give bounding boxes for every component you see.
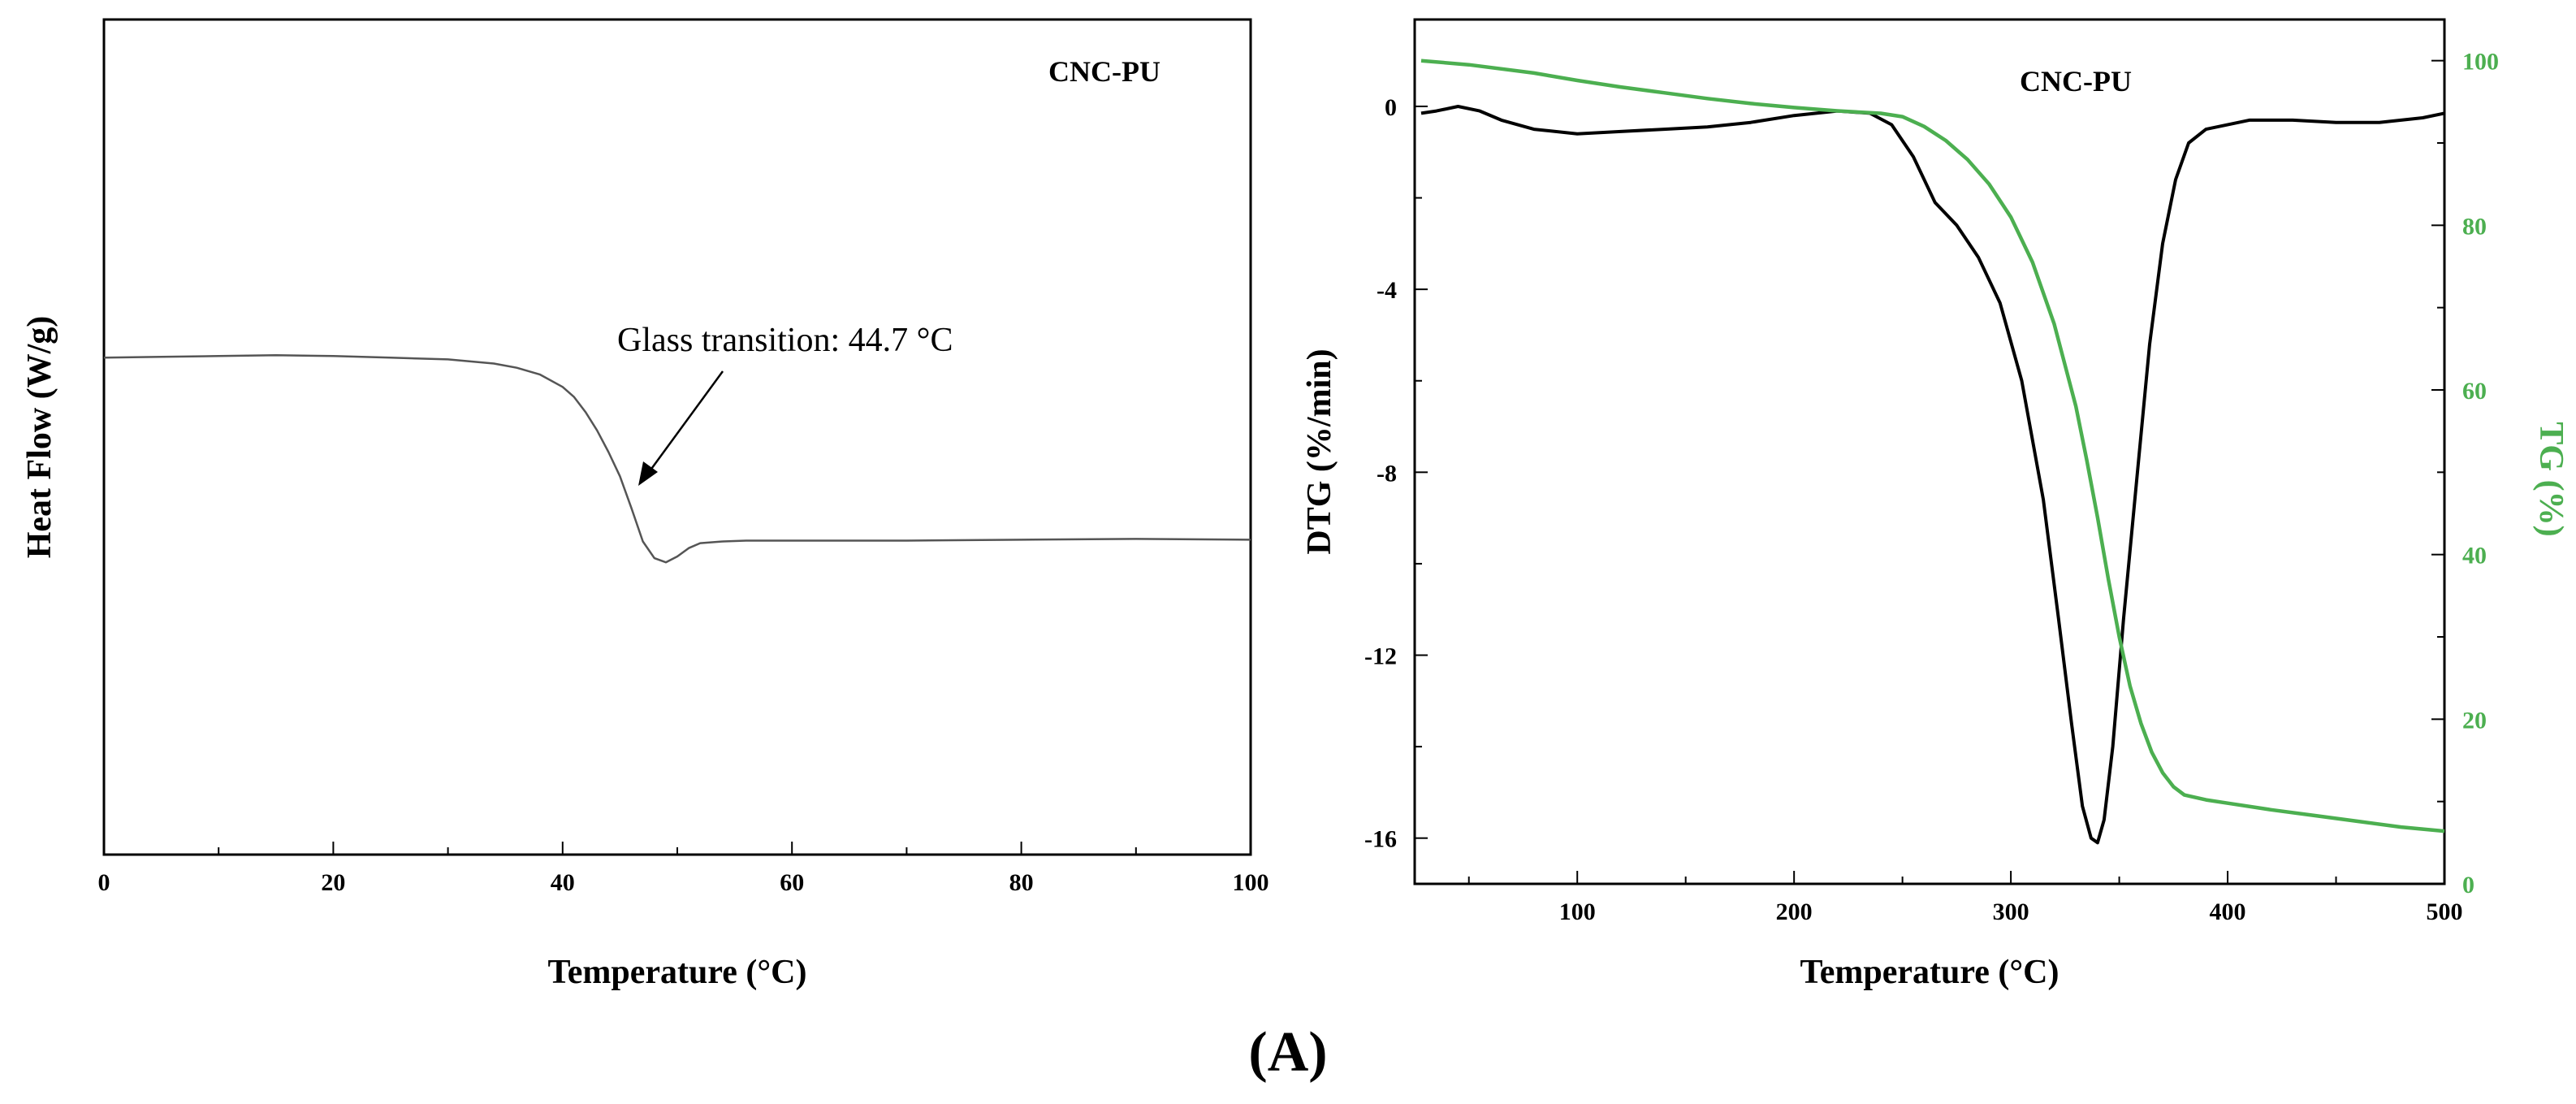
tga-x-tick-label: 400 <box>2210 898 2246 925</box>
annotation-arrow-shaft <box>648 370 724 472</box>
tga-y2-axis-label: TG (%) <box>2532 422 2570 536</box>
glass-transition-label: Glass transition: 44.7 °C <box>617 322 953 359</box>
tga-chart: 100 200 300 400 500 0 -4 -8 -12 -16 0 20 40 60 80 100… <box>1301 18 2570 991</box>
dsc-x-tick-label: 100 <box>1233 869 1269 896</box>
tga-y-tick-label: 0 <box>1385 94 1397 121</box>
tga-right-y-ticks: 0 20 40 60 80 100 <box>2431 49 2499 898</box>
tga-plot-frame <box>1413 18 2446 885</box>
glass-transition-annotation: Glass transition: 44.7 °C <box>617 322 953 486</box>
dsc-x-tick-label: 60 <box>780 869 804 896</box>
tga-y-tick-label: -4 <box>1377 277 1397 304</box>
dsc-x-tick-label: 20 <box>321 869 345 896</box>
tga-x-axis-label: Temperature (°C) <box>1800 954 2060 991</box>
figure-label: (A) <box>1248 1021 1327 1084</box>
tga-x-ticks: 100 200 300 400 500 <box>1467 871 2463 925</box>
dtg-curve <box>1420 105 2445 845</box>
dsc-x-tick-label: 40 <box>551 869 575 896</box>
tga-x-tick-label: 100 <box>1559 898 1596 925</box>
tga-title: CNC-PU <box>2020 65 2132 97</box>
tga-x-tick-label: 300 <box>1993 898 2029 925</box>
dsc-heat-flow-line <box>103 354 1251 564</box>
dsc-chart: 0 20 40 60 80 100 CNC-PU Glass transition: 44… <box>21 18 1269 991</box>
dsc-series-group <box>103 354 1251 564</box>
tga-y2-tick-label: 20 <box>2462 707 2487 734</box>
tga-y2-tick-label: 100 <box>2462 49 2499 76</box>
tga-y-axis-label: DTG (%/min) <box>1301 349 1338 554</box>
tga-y2-tick-label: 80 <box>2462 213 2487 240</box>
tga-x-tick-label: 500 <box>2427 898 2463 925</box>
tga-series-group <box>1420 58 2445 845</box>
dsc-plot-frame <box>102 18 1252 856</box>
tg-curve <box>1420 58 2445 833</box>
dsc-title: CNC-PU <box>1048 55 1160 88</box>
dsc-y-axis-label: Heat Flow (W/g) <box>21 316 58 559</box>
tga-y2-tick-label: 40 <box>2462 543 2487 569</box>
annotation-arrowhead <box>638 461 658 486</box>
dsc-x-axis-label: Temperature (°C) <box>548 954 807 991</box>
dsc-x-tick-label: 80 <box>1009 869 1034 896</box>
tga-x-tick-label: 200 <box>1776 898 1813 925</box>
tga-left-y-ticks: 0 -4 -8 -12 -16 <box>1364 94 1428 853</box>
dsc-x-tick-label: 0 <box>98 869 110 896</box>
dsc-x-ticks: 0 20 40 60 80 100 <box>98 842 1269 896</box>
tga-y2-tick-label: 0 <box>2462 872 2474 898</box>
tga-y2-tick-label: 60 <box>2462 378 2487 405</box>
tga-y-tick-label: -12 <box>1364 643 1397 670</box>
tga-y-tick-label: -16 <box>1364 826 1397 853</box>
tga-y-tick-label: -8 <box>1377 460 1397 487</box>
